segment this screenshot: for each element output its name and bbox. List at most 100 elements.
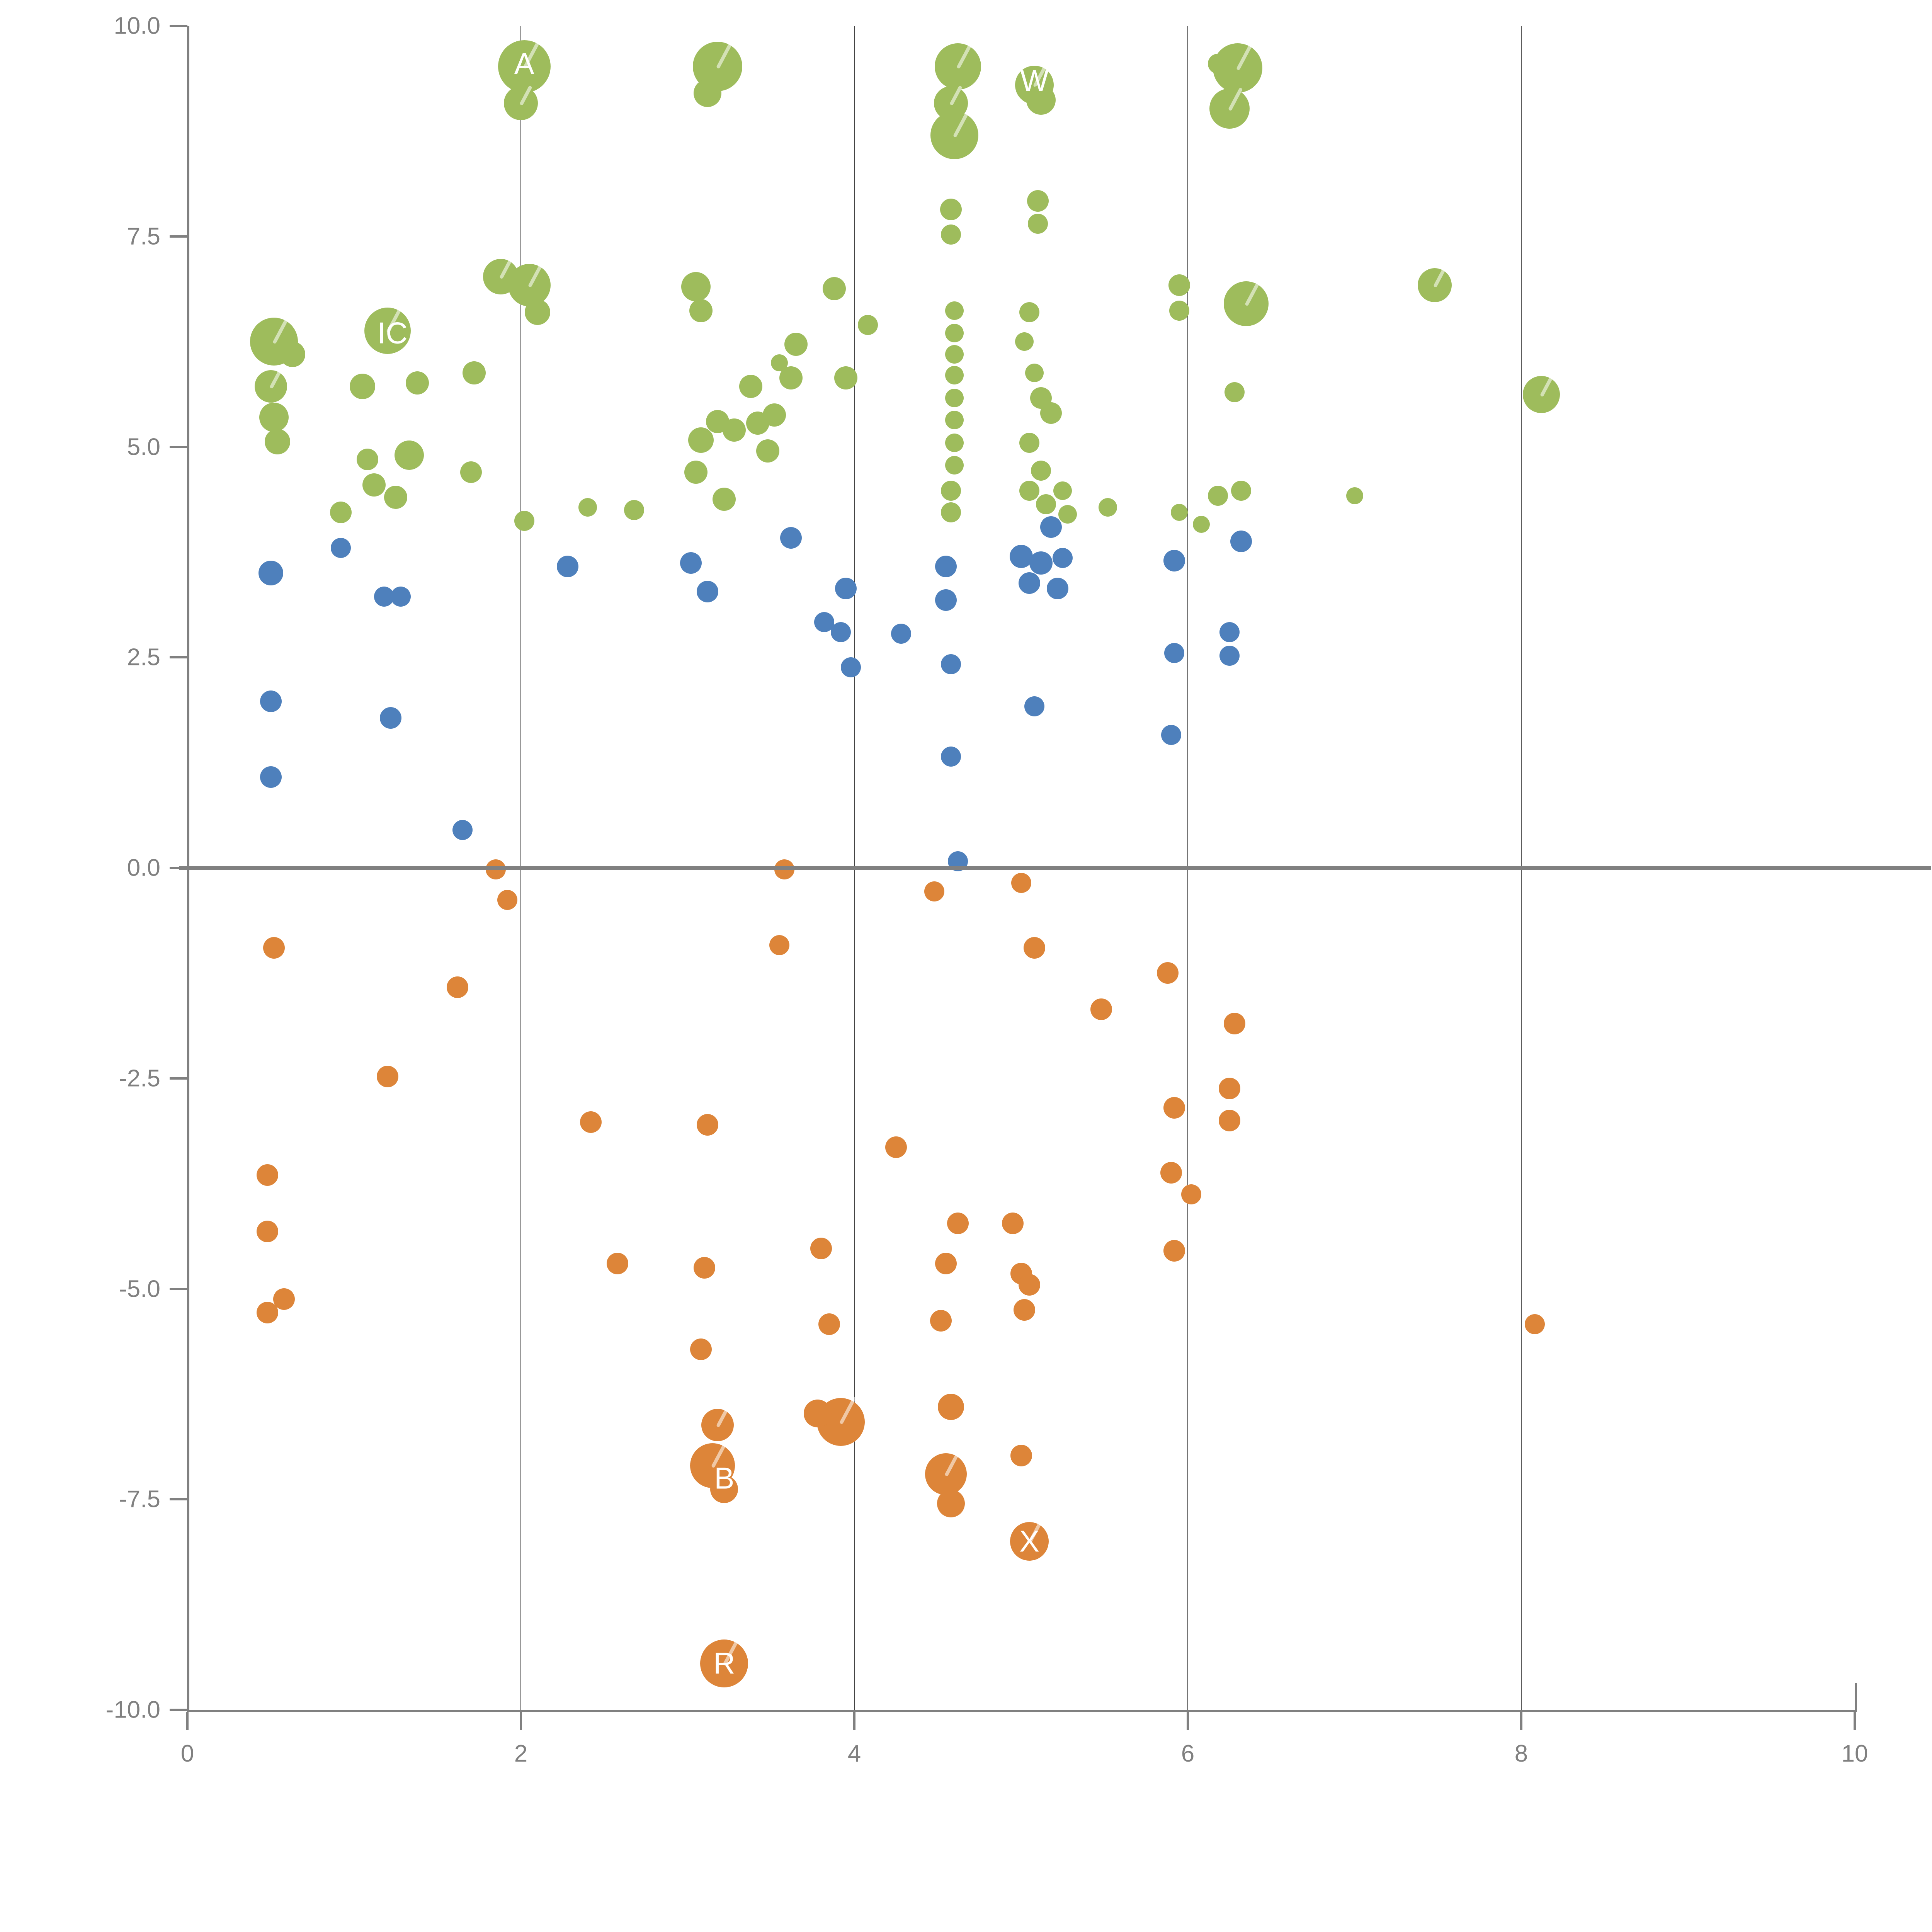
- data-point-positive_mid[interactable]: [1047, 577, 1069, 599]
- data-point-positive_high[interactable]: [945, 366, 964, 385]
- data-point-positive_high[interactable]: [1026, 85, 1056, 115]
- data-point-positive_high[interactable]: [350, 373, 376, 399]
- data-point-positive_high[interactable]: [463, 361, 486, 384]
- data-point-negative[interactable]: [947, 1212, 969, 1234]
- data-point-positive_mid[interactable]: [697, 581, 719, 603]
- data-point-positive_high[interactable]: [941, 224, 961, 245]
- data-point-positive_mid[interactable]: [1009, 544, 1033, 568]
- data-point-negative[interactable]: [769, 935, 789, 956]
- data-point-positive_mid[interactable]: [380, 707, 402, 729]
- data-point-negative[interactable]: [257, 1221, 279, 1243]
- data-point-positive_high[interactable]: [624, 500, 645, 520]
- data-point-negative[interactable]: [938, 1393, 964, 1420]
- data-point-negative[interactable]: [818, 1313, 840, 1335]
- data-point-positive_high[interactable]: [1192, 515, 1210, 533]
- data-point-positive_high[interactable]: [384, 486, 408, 509]
- data-point-positive_mid[interactable]: [935, 589, 957, 611]
- data-point-negative[interactable]: [1524, 1314, 1545, 1335]
- data-point-negative[interactable]: [1010, 1444, 1032, 1466]
- data-point-positive_high[interactable]: [1053, 481, 1072, 500]
- data-point-positive_mid[interactable]: [556, 555, 578, 577]
- data-point-positive_high[interactable]: [460, 461, 482, 483]
- data-point-positive_high[interactable]: [394, 440, 424, 470]
- data-point-positive_high[interactable]: [1171, 504, 1188, 521]
- data-point-negative[interactable]: [935, 1253, 957, 1275]
- data-point-positive_high[interactable]: [525, 299, 551, 325]
- data-point-positive_high[interactable]: [689, 299, 713, 322]
- data-point-positive_high[interactable]: [279, 341, 305, 367]
- data-point-positive_mid[interactable]: [1029, 551, 1053, 575]
- data-point-positive_mid[interactable]: [891, 624, 911, 644]
- data-point-positive_high[interactable]: [1015, 332, 1034, 351]
- data-point-positive_mid[interactable]: [391, 587, 411, 607]
- data-point-positive_mid[interactable]: [452, 820, 473, 840]
- data-point-positive_high[interactable]: [1027, 214, 1048, 234]
- data-point-negative[interactable]: [1014, 1299, 1036, 1321]
- data-point-negative[interactable]: [1024, 937, 1046, 959]
- data-point-negative[interactable]: [580, 1111, 602, 1133]
- data-point-positive_high[interactable]: [834, 366, 858, 389]
- data-point-positive_high[interactable]: [762, 403, 786, 427]
- data-point-positive_high[interactable]: [694, 79, 722, 107]
- data-point-negative[interactable]: [376, 1066, 398, 1088]
- data-point-positive_high[interactable]: [945, 456, 964, 475]
- data-point-positive_mid[interactable]: [1164, 643, 1185, 663]
- data-point-negative[interactable]: [810, 1237, 832, 1259]
- data-point-negative[interactable]: [924, 881, 945, 901]
- data-point-negative[interactable]: [1160, 1162, 1182, 1184]
- data-point-positive_mid[interactable]: [780, 527, 802, 549]
- data-point-positive_mid[interactable]: [260, 690, 282, 712]
- data-point-negative[interactable]: [1157, 962, 1179, 984]
- data-point-positive_high[interactable]: [1231, 480, 1252, 501]
- data-point-positive_mid[interactable]: [941, 654, 961, 674]
- data-point-positive_high[interactable]: [1019, 432, 1040, 453]
- data-point-positive_high[interactable]: [1224, 382, 1245, 402]
- data-point-positive_high[interactable]: [945, 410, 964, 429]
- data-point-negative[interactable]: [693, 1257, 715, 1279]
- data-point-positive_high[interactable]: [940, 199, 962, 221]
- data-point-positive_high[interactable]: [684, 460, 708, 484]
- data-point-positive_high[interactable]: [1040, 402, 1062, 424]
- data-point-positive_high[interactable]: [406, 371, 429, 395]
- data-point-negative[interactable]: [710, 1475, 738, 1503]
- data-point-positive_high[interactable]: [1169, 300, 1190, 321]
- data-point-positive_high[interactable]: [1208, 54, 1228, 74]
- data-point-positive_high[interactable]: [681, 272, 711, 302]
- data-point-positive_high[interactable]: [1036, 494, 1056, 514]
- data-point-positive_high[interactable]: [713, 487, 736, 511]
- data-point-negative[interactable]: [1002, 1212, 1024, 1234]
- data-point-positive_high[interactable]: [1098, 498, 1117, 517]
- data-point-positive_high[interactable]: [688, 427, 714, 453]
- data-point-positive_high[interactable]: [1031, 460, 1051, 481]
- data-point-positive_high[interactable]: [945, 433, 964, 452]
- data-point-negative[interactable]: [1090, 998, 1112, 1020]
- data-point-negative[interactable]: [1181, 1184, 1201, 1205]
- data-point-positive_high[interactable]: [945, 389, 964, 408]
- data-point-negative[interactable]: [257, 1301, 279, 1323]
- data-point-negative[interactable]: [697, 1114, 719, 1136]
- data-point-negative[interactable]: [937, 1490, 965, 1518]
- data-point-negative[interactable]: [263, 937, 285, 959]
- data-point-positive_high[interactable]: [941, 480, 961, 501]
- data-point-positive_mid[interactable]: [835, 577, 857, 599]
- data-point-negative[interactable]: [257, 1164, 279, 1186]
- data-point-positive_mid[interactable]: [1230, 530, 1252, 552]
- data-point-positive_mid[interactable]: [1019, 572, 1041, 594]
- data-point-positive_high[interactable]: [330, 502, 352, 524]
- data-point-positive_mid[interactable]: [258, 561, 283, 586]
- data-point-negative[interactable]: [1218, 1109, 1240, 1131]
- data-point-negative[interactable]: [1011, 873, 1031, 893]
- data-point-negative[interactable]: [690, 1338, 712, 1361]
- data-point-positive_mid[interactable]: [680, 552, 702, 574]
- data-point-negative[interactable]: [1163, 1240, 1185, 1262]
- data-point-negative[interactable]: [273, 1288, 295, 1310]
- data-point-positive_mid[interactable]: [814, 612, 835, 632]
- data-point-positive_high[interactable]: [1027, 190, 1049, 212]
- data-point-negative[interactable]: [1019, 1274, 1041, 1296]
- data-point-negative[interactable]: [1223, 1013, 1245, 1035]
- data-point-positive_high[interactable]: [1208, 485, 1228, 506]
- data-point-positive_high[interactable]: [514, 511, 534, 531]
- data-point-positive_high[interactable]: [823, 277, 846, 300]
- data-point-negative[interactable]: [804, 1399, 832, 1427]
- data-point-negative[interactable]: [930, 1310, 952, 1332]
